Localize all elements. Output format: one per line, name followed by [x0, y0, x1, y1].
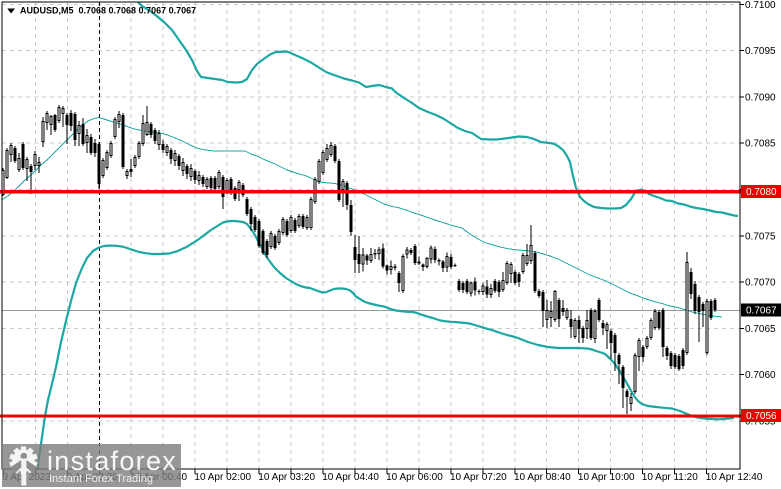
svg-text:10 Apr 07:20: 10 Apr 07:20: [450, 472, 507, 483]
svg-text:0.7085: 0.7085: [745, 139, 776, 150]
svg-text:10 Apr 03:20: 10 Apr 03:20: [258, 472, 315, 483]
svg-text:10 Apr 10:00: 10 Apr 10:00: [578, 472, 635, 483]
svg-text:0.7075: 0.7075: [745, 231, 776, 242]
svg-text:instaforex: instaforex: [47, 446, 177, 476]
svg-text:10 Apr 12:40: 10 Apr 12:40: [706, 472, 763, 483]
svg-text:10 Apr 02:00: 10 Apr 02:00: [194, 472, 251, 483]
svg-text:0.7056: 0.7056: [746, 411, 777, 422]
svg-text:AUDUSD,M5 0.7068 0.7068 0.706: AUDUSD,M5 0.7068 0.7068 0.7067 0.7067: [20, 6, 196, 16]
svg-text:0.7070: 0.7070: [745, 278, 776, 289]
svg-text:10 Apr 04:40: 10 Apr 04:40: [322, 472, 379, 483]
svg-text:0.7060: 0.7060: [745, 370, 776, 381]
svg-text:Instant Forex Trading: Instant Forex Trading: [49, 473, 153, 485]
svg-text:0.7095: 0.7095: [745, 46, 776, 57]
svg-text:10 Apr 08:40: 10 Apr 08:40: [514, 472, 571, 483]
svg-text:0.7065: 0.7065: [745, 324, 776, 335]
svg-text:0.7100: 0.7100: [745, 0, 776, 11]
svg-text:0.7067: 0.7067: [746, 306, 777, 317]
svg-text:10 Apr 06:00: 10 Apr 06:00: [386, 472, 443, 483]
svg-text:0.7080: 0.7080: [746, 187, 777, 198]
svg-text:0.7090: 0.7090: [745, 92, 776, 103]
svg-text:10 Apr 11:20: 10 Apr 11:20: [642, 472, 698, 483]
